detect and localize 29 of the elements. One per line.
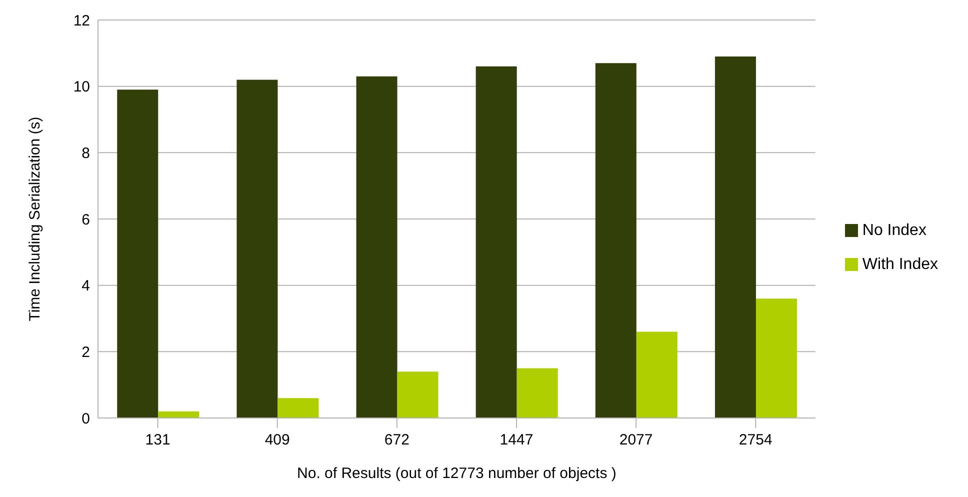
y-tick-label: 6 (82, 211, 90, 228)
y-tick-label: 4 (82, 278, 90, 295)
bar (636, 332, 678, 418)
y-tick-label: 8 (82, 144, 90, 162)
bar (236, 80, 278, 418)
bar (278, 398, 319, 418)
x-tick-label: 672 (384, 432, 410, 449)
legend-label: With Index (862, 256, 938, 273)
bar (356, 76, 398, 418)
y-axis-title: Time Including Serialization (s) (26, 116, 44, 322)
bar (756, 298, 797, 418)
y-tick-label: 2 (82, 344, 90, 361)
x-tick-label: 131 (145, 432, 170, 449)
bar (397, 372, 438, 418)
bar (595, 63, 636, 418)
bar (516, 368, 558, 418)
bar (117, 90, 158, 418)
x-axis-title: No. of Results (out of 12773 number of objects ) (297, 465, 616, 482)
bar (158, 411, 200, 418)
y-tick-label: 0 (82, 410, 90, 428)
x-tick-label: 1447 (500, 432, 534, 449)
x-tick-label: 409 (264, 432, 290, 449)
legend-label: No Index (862, 222, 926, 239)
x-tick-label: 2077 (619, 432, 653, 449)
bar (714, 56, 756, 418)
y-tick-label: 10 (73, 78, 90, 96)
y-tick-label: 12 (73, 12, 90, 30)
bar (476, 66, 517, 418)
x-tick-label: 2754 (738, 432, 772, 449)
